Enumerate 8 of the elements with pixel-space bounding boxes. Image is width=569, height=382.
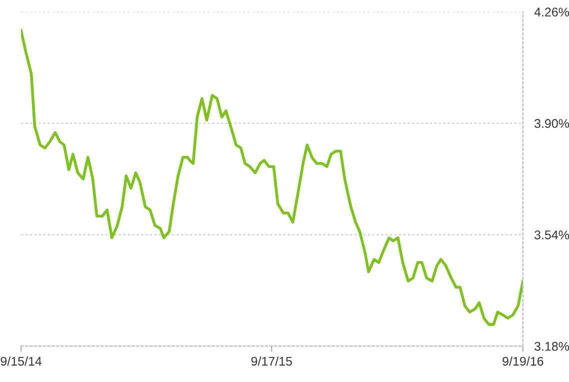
y-tick-label: 3.54%	[534, 230, 569, 240]
y-tick-label: 3.90%	[534, 119, 569, 128]
x-tick-label: 9/15/14	[0, 356, 42, 366]
line-series	[21, 29, 523, 326]
x-tick-label: 9/17/15	[251, 356, 292, 366]
x-tick-label: 9/19/16	[502, 356, 544, 366]
y-tick-label: 4.26%	[534, 8, 569, 16]
y-tick-label: 3.18%	[534, 342, 569, 351]
